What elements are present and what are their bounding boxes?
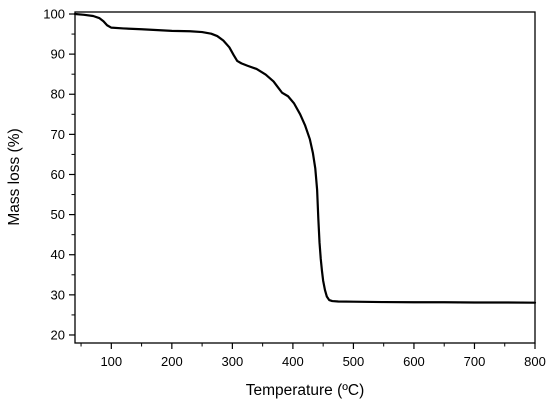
major-ticks — [69, 13, 536, 349]
y-tick-label: 60 — [51, 167, 65, 182]
y-tick-labels: 20 30 40 50 60 70 80 90 100 — [43, 7, 65, 343]
x-axis-title: Temperature (ºC) — [246, 382, 365, 399]
y-tick-label: 50 — [51, 207, 65, 222]
y-tick-label: 30 — [51, 287, 65, 302]
y-tick-label: 70 — [51, 127, 65, 142]
x-tick-labels: 100 200 300 400 500 600 700 800 — [100, 354, 545, 369]
x-tick-label: 500 — [343, 354, 365, 369]
plot-frame — [74, 11, 536, 344]
x-tick-label: 300 — [222, 354, 244, 369]
y-tick-label: 100 — [43, 7, 65, 22]
minor-ticks — [71, 33, 506, 347]
x-tick-label: 600 — [403, 354, 425, 369]
x-tick-label: 700 — [464, 354, 486, 369]
y-axis-title: Mass loss (%) — [6, 128, 23, 225]
x-tick-label: 400 — [282, 354, 304, 369]
x-tick-label: 200 — [161, 354, 183, 369]
y-tick-label: 80 — [51, 87, 65, 102]
x-tick-label: 800 — [524, 354, 546, 369]
x-tick-label: 100 — [100, 354, 122, 369]
y-tick-label: 20 — [51, 327, 65, 342]
mass-loss-curve — [73, 12, 537, 304]
y-tick-label: 90 — [51, 47, 65, 62]
y-tick-label: 40 — [51, 247, 65, 262]
